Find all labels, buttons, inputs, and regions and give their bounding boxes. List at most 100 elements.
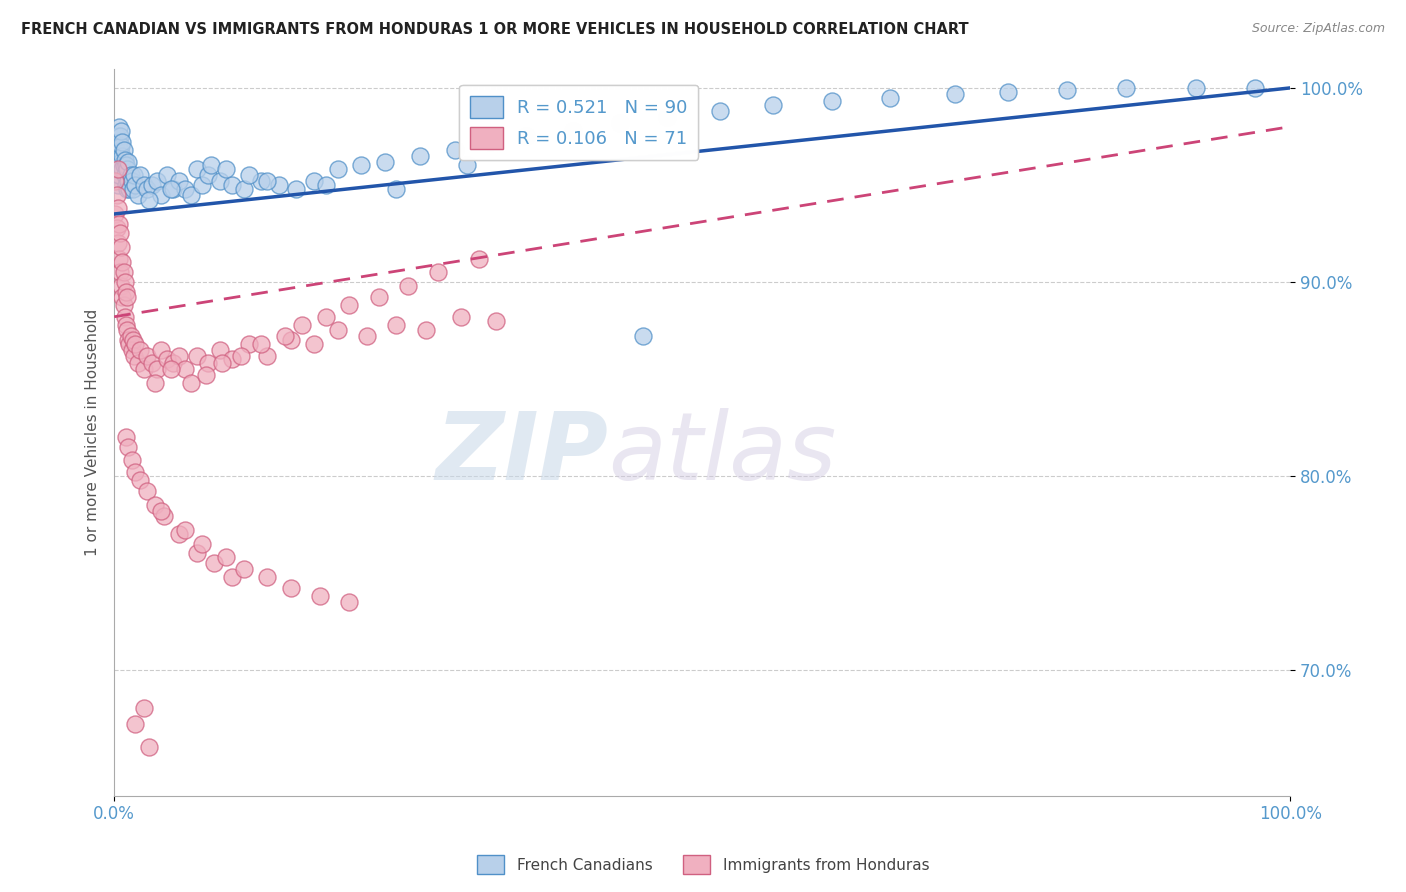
Point bbox=[997, 85, 1019, 99]
Point bbox=[122, 182, 145, 196]
Point bbox=[156, 352, 179, 367]
Point bbox=[385, 318, 408, 332]
Point bbox=[350, 159, 373, 173]
Point bbox=[104, 139, 127, 153]
Point bbox=[114, 275, 136, 289]
Point bbox=[110, 139, 132, 153]
Point bbox=[167, 349, 190, 363]
Point bbox=[197, 168, 219, 182]
Point bbox=[115, 178, 138, 192]
Point bbox=[121, 343, 143, 357]
Point bbox=[104, 174, 127, 188]
Point bbox=[485, 313, 508, 327]
Point bbox=[124, 337, 146, 351]
Point bbox=[256, 569, 278, 583]
Point bbox=[150, 504, 173, 518]
Point bbox=[167, 174, 190, 188]
Point bbox=[221, 352, 243, 367]
Point bbox=[115, 159, 138, 173]
Point bbox=[150, 343, 173, 357]
Point bbox=[273, 329, 295, 343]
Point bbox=[107, 235, 129, 250]
Point bbox=[943, 87, 966, 101]
Point bbox=[129, 473, 152, 487]
Point bbox=[115, 285, 138, 299]
Point bbox=[302, 174, 325, 188]
Point bbox=[326, 323, 349, 337]
Point bbox=[115, 318, 138, 332]
Point bbox=[180, 187, 202, 202]
Point bbox=[186, 546, 208, 560]
Point bbox=[150, 187, 173, 202]
Point bbox=[655, 110, 678, 124]
Point bbox=[112, 159, 135, 173]
Point bbox=[285, 182, 308, 196]
Point bbox=[197, 356, 219, 370]
Point bbox=[221, 178, 243, 192]
Point bbox=[250, 337, 273, 351]
Point bbox=[367, 290, 389, 304]
Point bbox=[117, 440, 139, 454]
Point bbox=[191, 178, 214, 192]
Point bbox=[115, 162, 138, 177]
Point bbox=[114, 153, 136, 167]
Point bbox=[200, 159, 222, 173]
Point bbox=[104, 159, 127, 173]
Point bbox=[820, 95, 842, 109]
Point bbox=[127, 356, 149, 370]
Point bbox=[108, 143, 131, 157]
Point bbox=[232, 562, 254, 576]
Point bbox=[108, 217, 131, 231]
Point bbox=[122, 333, 145, 347]
Point bbox=[879, 90, 901, 104]
Point bbox=[105, 220, 128, 235]
Point bbox=[111, 290, 134, 304]
Point bbox=[108, 252, 131, 266]
Point bbox=[250, 174, 273, 188]
Point bbox=[141, 356, 163, 370]
Point bbox=[202, 556, 225, 570]
Point bbox=[256, 174, 278, 188]
Point bbox=[108, 227, 131, 241]
Point bbox=[356, 329, 378, 343]
Point bbox=[112, 298, 135, 312]
Point bbox=[173, 182, 195, 196]
Point bbox=[145, 362, 167, 376]
Point bbox=[122, 168, 145, 182]
Point bbox=[138, 740, 160, 755]
Point bbox=[337, 595, 360, 609]
Legend: French Canadians, Immigrants from Honduras: French Canadians, Immigrants from Hondur… bbox=[471, 849, 935, 880]
Point bbox=[114, 168, 136, 182]
Point bbox=[121, 174, 143, 188]
Point bbox=[105, 168, 128, 182]
Point bbox=[709, 104, 731, 119]
Point bbox=[145, 174, 167, 188]
Point bbox=[120, 329, 142, 343]
Point bbox=[111, 255, 134, 269]
Point bbox=[132, 701, 155, 715]
Point bbox=[111, 149, 134, 163]
Point bbox=[450, 310, 472, 324]
Point bbox=[108, 162, 131, 177]
Point bbox=[374, 154, 396, 169]
Text: Source: ZipAtlas.com: Source: ZipAtlas.com bbox=[1251, 22, 1385, 36]
Text: FRENCH CANADIAN VS IMMIGRANTS FROM HONDURAS 1 OR MORE VEHICLES IN HOUSEHOLD CORR: FRENCH CANADIAN VS IMMIGRANTS FROM HONDU… bbox=[21, 22, 969, 37]
Point bbox=[302, 337, 325, 351]
Point bbox=[112, 143, 135, 157]
Point bbox=[762, 98, 785, 112]
Point bbox=[186, 162, 208, 177]
Point bbox=[105, 187, 128, 202]
Point bbox=[152, 509, 174, 524]
Point bbox=[108, 135, 131, 149]
Point bbox=[141, 178, 163, 192]
Point bbox=[143, 376, 166, 390]
Point bbox=[108, 149, 131, 163]
Point bbox=[110, 240, 132, 254]
Point bbox=[136, 349, 159, 363]
Point bbox=[138, 194, 160, 208]
Point bbox=[120, 168, 142, 182]
Point bbox=[112, 265, 135, 279]
Point bbox=[561, 123, 583, 137]
Point bbox=[211, 356, 233, 370]
Point bbox=[156, 168, 179, 182]
